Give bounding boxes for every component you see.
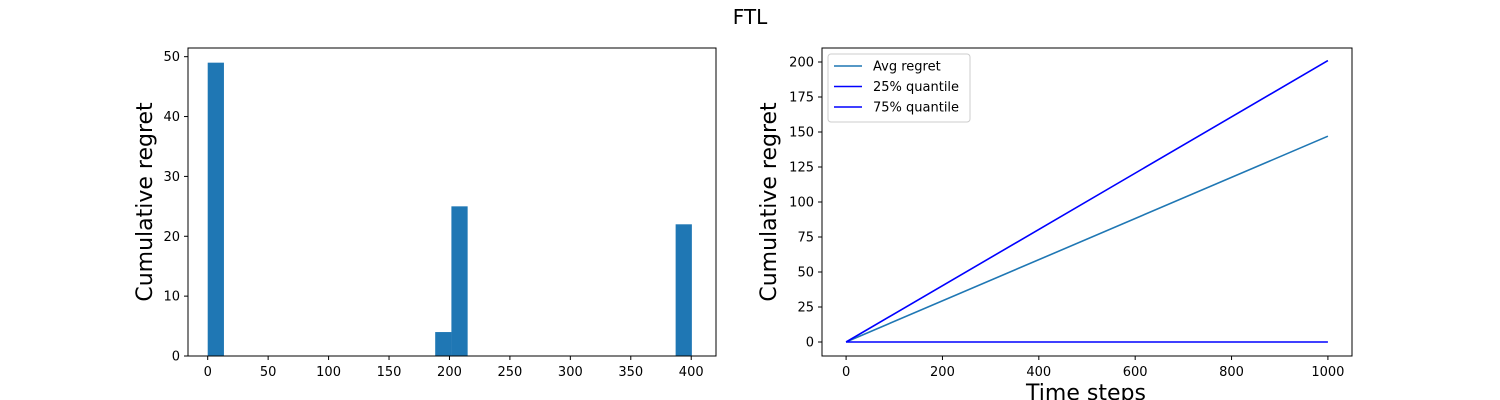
bar-chart-x-tick-label: 300 [558, 365, 583, 380]
bar-chart-y-tick-label: 30 [163, 170, 180, 185]
line-chart-y-tick-label: 200 [789, 56, 814, 71]
line-chart-y-tick-label: 100 [789, 196, 814, 211]
line-chart-y-axis-label: Cumulative regret [757, 102, 782, 302]
bar-chart-x-tick-label: 50 [260, 365, 277, 380]
figure-title: FTL [733, 5, 768, 29]
line-chart-x-tick-label: 0 [842, 365, 850, 380]
bar-chart-x-tick-label: 200 [437, 365, 462, 380]
bar-chart-panel: 0 50 100 150 200 250 300 350 400 0 10 20 30 40 50 Cumu… [133, 47, 717, 380]
legend-label: Avg regret [873, 60, 941, 75]
line-chart-x-tick-label: 800 [1219, 365, 1244, 380]
bar-chart-x-tick-label: 350 [618, 365, 643, 380]
line-chart-panel: 0 200 400 600 800 10000255075100125150175200 … [757, 47, 1353, 400]
bar-chart-y-tick-label: 50 [163, 50, 180, 65]
series-line [845, 135, 1329, 343]
line-chart-axes: 0 200 400 600 800 1000 0 25 50 75 100 125 150 175 200 [789, 56, 1344, 381]
bar [451, 206, 468, 356]
line-chart-x-tick-label: 400 [1026, 365, 1051, 380]
line-chart-y-tick-label: 50 [797, 266, 814, 281]
line-chart-y-tick-label: 75 [797, 231, 814, 246]
bar-chart-frame [187, 47, 717, 357]
bar-chart-x-tick-label: 0 [204, 365, 212, 380]
bar [207, 62, 224, 357]
line-marks [845, 59, 1329, 343]
line-chart-y-tick-label: 150 [789, 126, 814, 141]
bar-chart-y-tick-label: 0 [172, 350, 180, 365]
line-chart-x-tick-label: 200 [930, 365, 955, 380]
line-chart-y-tick-label: 25 [797, 301, 814, 316]
line-chart-x-tick-label: 1000 [1311, 365, 1344, 380]
line-chart-frame [821, 47, 1353, 357]
legend-box [827, 53, 971, 123]
bar-chart-x-tick-label: 100 [316, 365, 341, 380]
bar-marks [207, 62, 692, 357]
bar [675, 224, 692, 356]
legend-label: 75% quantile [873, 101, 959, 116]
bar-chart-y-tick-label: 20 [163, 230, 180, 245]
line-chart-y-tick-label: 175 [789, 91, 814, 106]
legend-label: 25% quantile [873, 80, 959, 95]
line-chart-y-tick-label: 125 [789, 161, 814, 176]
bar-chart-y-axis-label: Cumulative regret [133, 102, 158, 302]
legend: Avg regret 25% quantile 75% quantile [827, 53, 971, 123]
bar-chart-x-tick-label: 150 [377, 365, 402, 380]
line-chart-x-axis-label: Time steps [1025, 381, 1146, 400]
series-line [845, 59, 1329, 343]
bar-chart-x-tick-label: 250 [497, 365, 522, 380]
bar-chart-x-tick-label: 400 [679, 365, 704, 380]
line-chart-y-tick-label: 0 [806, 336, 814, 351]
bar-chart-y-tick-label: 40 [163, 110, 180, 125]
line-chart-x-tick-label: 600 [1123, 365, 1148, 380]
bar-chart-y-tick-label: 10 [163, 290, 180, 305]
bar-chart-axes: 0 50 100 150 200 250 300 350 400 0 10 20 30 40 50 [163, 50, 703, 380]
bar [435, 332, 452, 356]
